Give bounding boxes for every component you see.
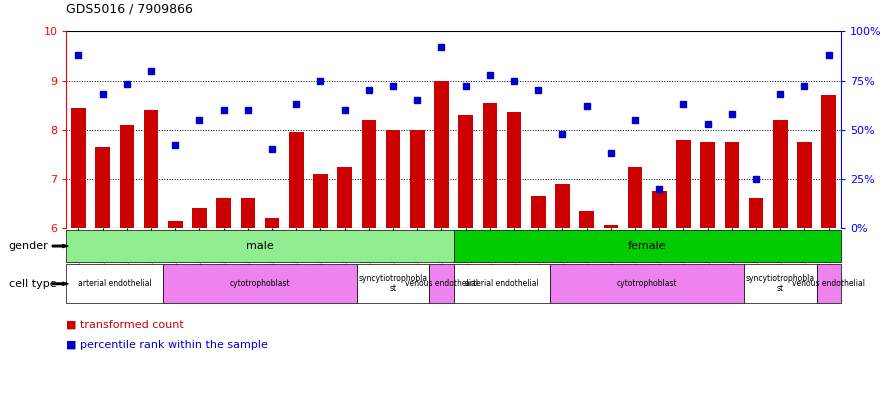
Bar <box>66 264 163 303</box>
Bar <box>531 196 545 228</box>
Text: cell type: cell type <box>9 279 57 289</box>
Bar <box>555 184 570 228</box>
Bar <box>817 264 841 303</box>
Bar <box>652 191 666 228</box>
Bar <box>507 112 521 228</box>
Bar <box>119 125 135 228</box>
Bar <box>71 108 86 228</box>
Text: cytotrophoblast: cytotrophoblast <box>617 279 678 288</box>
Bar <box>217 198 231 228</box>
Bar <box>192 208 207 228</box>
Bar <box>357 264 429 303</box>
Bar <box>163 264 357 303</box>
Text: ■ percentile rank within the sample: ■ percentile rank within the sample <box>66 340 268 350</box>
Text: cytotrophoblast: cytotrophoblast <box>229 279 290 288</box>
Bar <box>773 120 788 228</box>
Text: arterial endothelial: arterial endothelial <box>78 279 151 288</box>
Text: syncytiotrophobla
st: syncytiotrophobla st <box>358 274 427 294</box>
Bar <box>337 167 352 228</box>
Bar <box>386 130 400 228</box>
Text: female: female <box>627 241 666 251</box>
Bar <box>362 120 376 228</box>
Bar <box>265 218 280 228</box>
Bar <box>797 142 812 228</box>
Bar <box>143 110 158 228</box>
Bar <box>289 132 304 228</box>
Bar <box>313 174 327 228</box>
Bar <box>676 140 690 228</box>
Bar <box>744 264 817 303</box>
Bar <box>458 115 473 228</box>
Bar <box>700 142 715 228</box>
Text: ■ transformed count: ■ transformed count <box>66 320 184 330</box>
Text: gender: gender <box>9 241 49 251</box>
Bar <box>168 220 182 228</box>
Bar <box>96 147 110 228</box>
Bar <box>627 167 643 228</box>
Bar <box>821 95 836 228</box>
Bar <box>454 264 550 303</box>
Text: venous endothelial: venous endothelial <box>405 279 478 288</box>
Bar <box>482 103 497 228</box>
Bar <box>454 230 841 262</box>
Text: male: male <box>246 241 273 251</box>
Bar <box>749 198 763 228</box>
Bar <box>550 264 744 303</box>
Bar <box>604 226 618 228</box>
Text: arterial endothelial: arterial endothelial <box>466 279 539 288</box>
Bar <box>725 142 739 228</box>
Bar <box>241 198 255 228</box>
Bar <box>410 130 425 228</box>
Bar <box>580 211 594 228</box>
Bar <box>435 81 449 228</box>
Text: venous endothelial: venous endothelial <box>792 279 866 288</box>
Text: syncytiotrophobla
st: syncytiotrophobla st <box>746 274 815 294</box>
Bar <box>429 264 454 303</box>
Bar <box>66 230 454 262</box>
Text: GDS5016 / 7909866: GDS5016 / 7909866 <box>66 3 193 16</box>
